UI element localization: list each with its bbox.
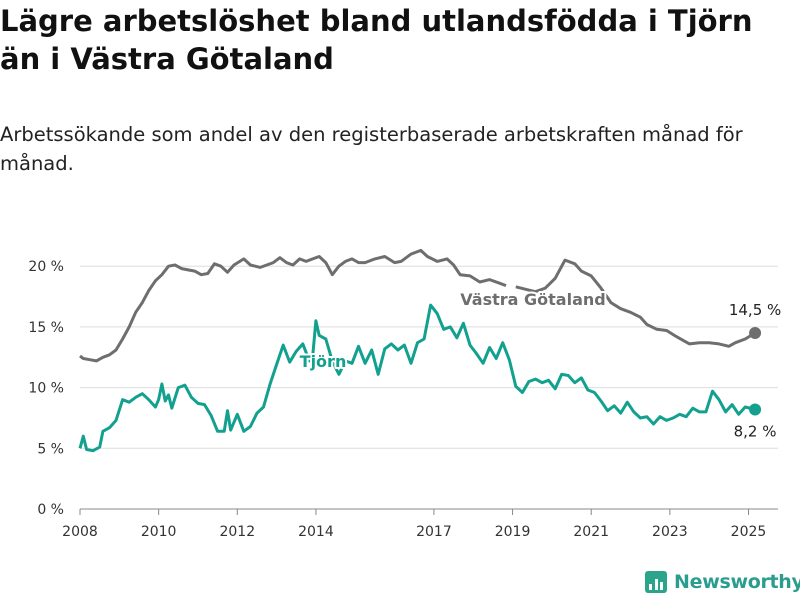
- x-tick-label: 2025: [731, 524, 767, 540]
- y-tick-label: 20 %: [28, 259, 64, 275]
- x-tick-label: 2010: [141, 524, 177, 540]
- x-tick-label: 2019: [495, 524, 531, 540]
- x-tick-label: 2008: [62, 524, 98, 540]
- end-label-vastra-gotaland: 14,5 %: [729, 301, 781, 319]
- bar-chart-icon: [645, 571, 667, 593]
- chart-subtitle: Arbetssökande som andel av den registerb…: [0, 123, 743, 175]
- end-point-vastra-gotaland: [749, 326, 762, 339]
- end-point-tjorn: [749, 403, 762, 416]
- chart-title: Lägre arbetslöshet bland utlandsfödda i …: [0, 4, 753, 76]
- series-labels: 14,5 % 8,2 % Västra Götaland Tjörn: [298, 288, 782, 440]
- series-label-tjorn: Tjörn: [300, 352, 347, 371]
- grid-lines: [80, 265, 778, 510]
- series-line-vastra-gotaland: [79, 248, 507, 363]
- end-label-tjorn: 8,2 %: [734, 422, 777, 440]
- x-tick-label: 2014: [298, 524, 334, 540]
- newsworthy-logo: Newsworthy: [645, 568, 800, 596]
- logo-text: Newsworthy: [674, 571, 800, 593]
- x-tick-label: 2021: [573, 524, 609, 540]
- x-tick-label: 2017: [416, 524, 452, 540]
- x-tick-label: 2012: [219, 524, 255, 540]
- x-tick-label: 2023: [652, 524, 688, 540]
- series-line-vastra-gotaland-continued: [515, 258, 756, 348]
- y-tick-label: 0 %: [37, 502, 64, 518]
- y-axis: 0 % 5 % 10 % 15 % 20 %: [28, 259, 64, 518]
- y-tick-label: 15 %: [28, 320, 64, 336]
- x-axis: 2008 2010 2012 2014 2017 2019 2021 2023 2025: [62, 509, 766, 540]
- y-tick-label: 5 %: [37, 441, 64, 457]
- y-tick-label: 10 %: [28, 381, 64, 397]
- series-label-vastra-gotaland: Västra Götaland: [460, 290, 605, 309]
- line-chart: 0 %5 %10 %15 %20 % 2008 2010 2012 2014 2017 2…: [28, 248, 782, 540]
- series-lines: [78, 248, 756, 453]
- series-line-tjorn: [78, 303, 756, 453]
